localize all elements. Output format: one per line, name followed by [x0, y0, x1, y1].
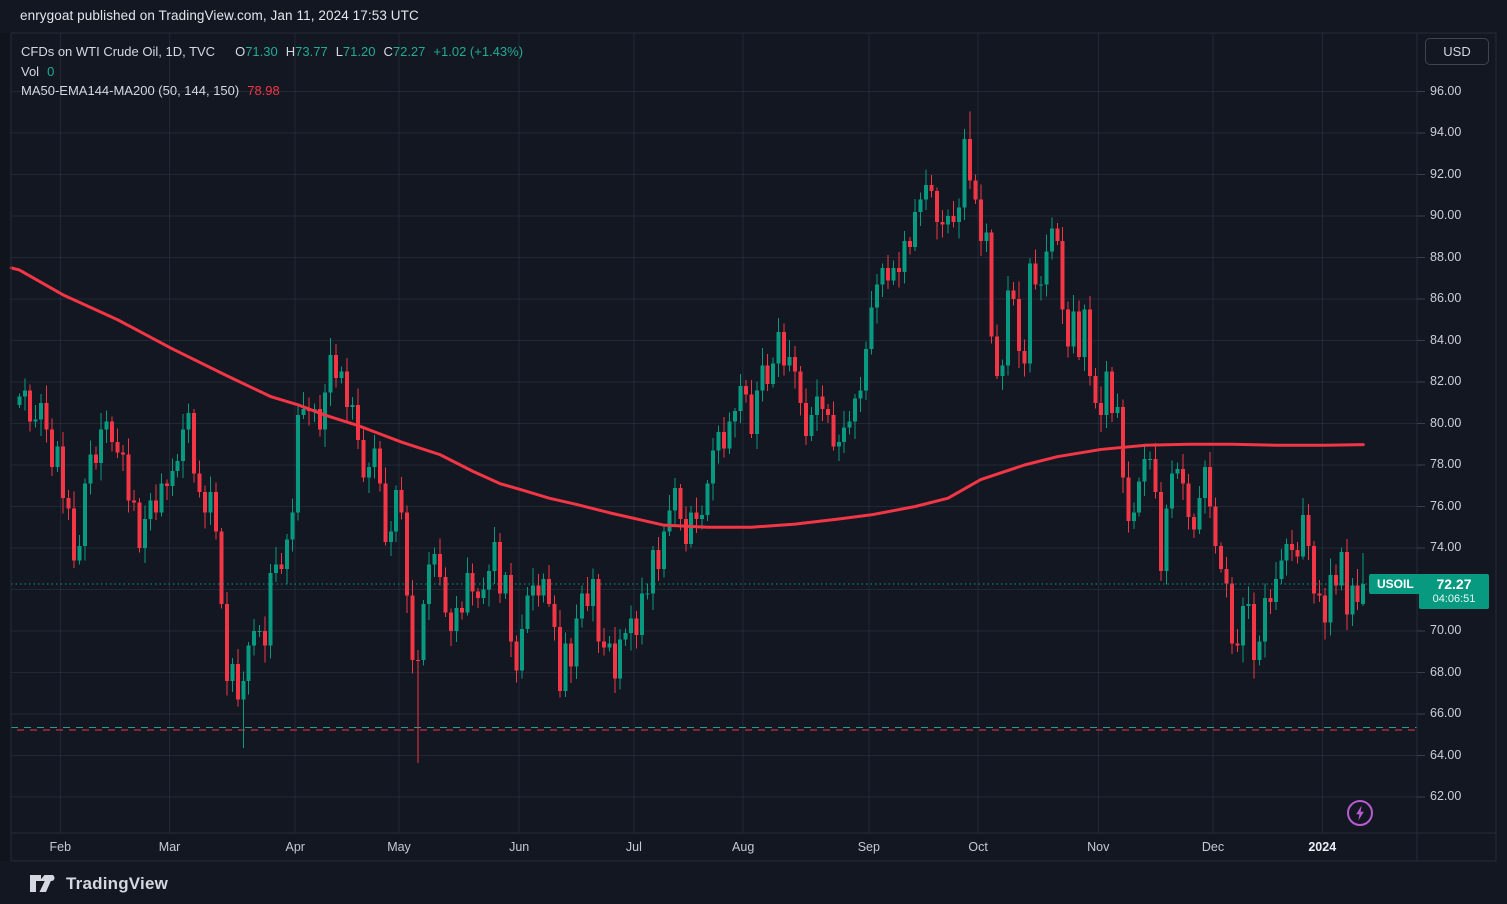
- price-tick-label: 96.00: [1430, 83, 1462, 98]
- symbol-price-badge: USOIL: [1369, 573, 1422, 594]
- low-value: 71.20: [342, 44, 376, 59]
- time-tick-label-sep: Sep: [857, 840, 880, 854]
- legend-volume-row: Vol 0: [21, 62, 523, 82]
- price-tick-label: 70.00: [1430, 623, 1462, 637]
- price-tick-label: 76.00: [1430, 498, 1462, 513]
- flash-boost-button[interactable]: [1346, 799, 1374, 827]
- time-tick-label-dec: Dec: [1201, 840, 1225, 854]
- time-tick-label-jul: Jul: [625, 840, 642, 854]
- time-tick-label-may: May: [387, 840, 411, 854]
- price-tick-label: 94.00: [1430, 125, 1462, 139]
- price-tick-label: 80.00: [1430, 415, 1462, 430]
- open-value: 71.30: [245, 44, 278, 59]
- change-value: +1.02 (+1.43%): [433, 44, 524, 59]
- price-tick-label: 92.00: [1430, 166, 1462, 181]
- price-tick-label: 68.00: [1430, 664, 1462, 679]
- price-tick-label: 62.00: [1430, 789, 1462, 803]
- price-tick-label: 84.00: [1430, 332, 1462, 347]
- price-tick-label: 74.00: [1430, 540, 1462, 554]
- chart-legend: CFDs on WTI Crude Oil, 1D, TVC O71.30 H73.…: [21, 42, 523, 101]
- volume-label: Vol: [21, 63, 40, 79]
- legend-ma-row: MA50-EMA144-MA200 (50, 144, 150) 78.98: [21, 81, 523, 101]
- close-value: 72.27: [392, 44, 426, 59]
- price-tick-label: 78.00: [1430, 457, 1462, 471]
- tradingview-logo-icon: [30, 875, 55, 892]
- close-label: C: [383, 44, 393, 59]
- currency-usd-button[interactable]: USD: [1425, 38, 1489, 65]
- price-tick-label: 88.00: [1430, 249, 1462, 264]
- price-tick-label: 66.00: [1430, 706, 1462, 720]
- symbol-title: CFDs on WTI Crude Oil, 1D, TVC: [21, 44, 216, 59]
- low-label: L: [335, 44, 343, 59]
- time-tick-label-nov: Nov: [1087, 840, 1110, 854]
- price-tick-label: 64.00: [1430, 747, 1462, 762]
- ma-indicator-value: 78.98: [247, 83, 280, 98]
- open-label: O: [235, 44, 246, 59]
- tradingview-attribution[interactable]: TradingView: [30, 873, 168, 894]
- price-tick-label: 86.00: [1430, 291, 1462, 305]
- time-tick-label-mar: Mar: [158, 840, 181, 854]
- last-price-value: 72.27: [1436, 575, 1472, 592]
- high-label: H: [285, 44, 296, 59]
- time-tick-label-jun: Jun: [509, 840, 530, 854]
- tradingview-wordmark: TradingView: [66, 873, 169, 893]
- time-tick-label-feb: Feb: [49, 840, 72, 854]
- time-tick-label-aug: Aug: [732, 840, 755, 854]
- ma-indicator-label: MA50-EMA144-MA200 (50, 144, 150): [21, 83, 240, 98]
- volume-value: 0: [47, 63, 55, 79]
- lightning-icon: [1347, 800, 1373, 826]
- high-value: 73.77: [295, 44, 328, 59]
- time-tick-label-apr: Apr: [285, 840, 305, 854]
- legend-symbol-row: CFDs on WTI Crude Oil, 1D, TVC O71.30 H73.…: [21, 42, 523, 62]
- price-tick-label: 82.00: [1430, 374, 1462, 388]
- price-tick-label: 90.00: [1430, 208, 1462, 222]
- last-price-label: 72.27 04:06:51: [1419, 573, 1489, 609]
- time-tick-label-2024: 2024: [1308, 840, 1337, 854]
- published-header: enrygoat published on TradingView.com, J…: [20, 8, 419, 23]
- bar-countdown: 04:06:51: [1432, 592, 1476, 605]
- time-tick-label-oct: Oct: [968, 840, 988, 854]
